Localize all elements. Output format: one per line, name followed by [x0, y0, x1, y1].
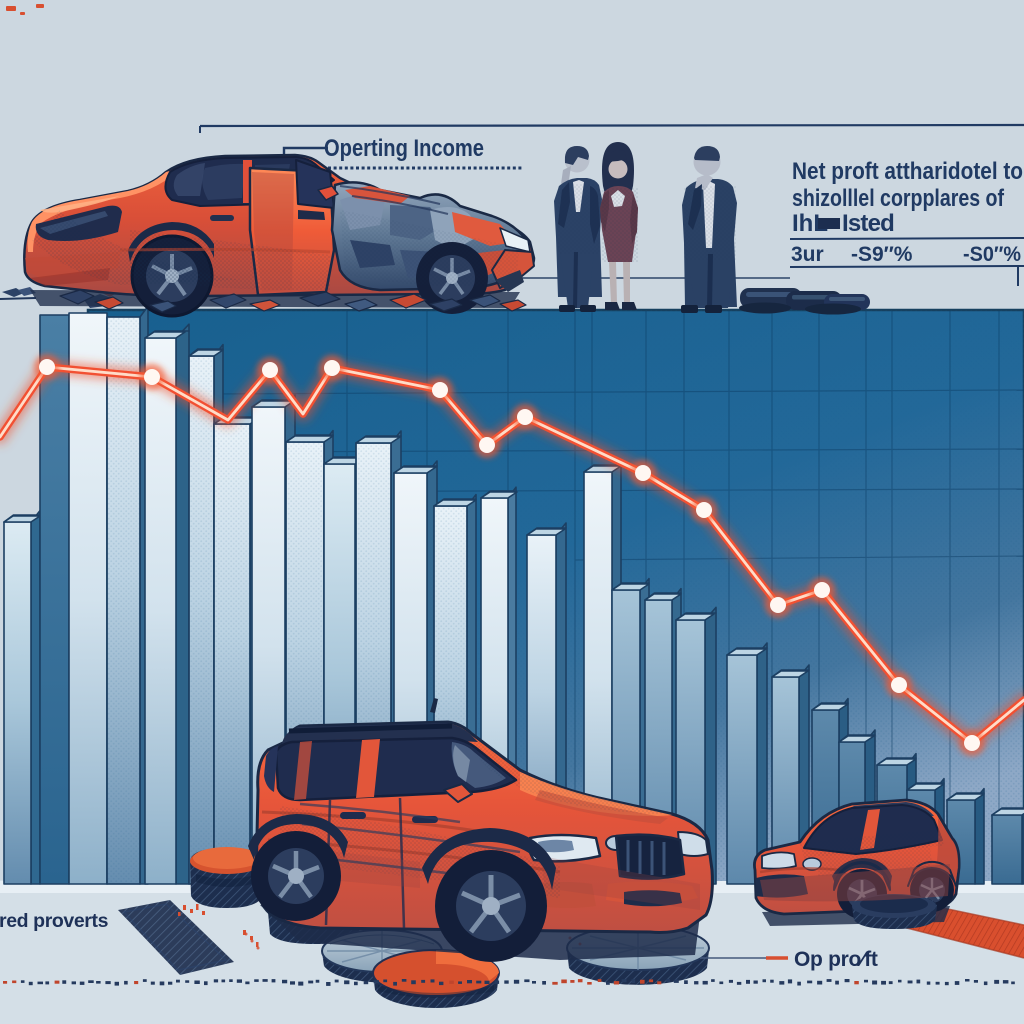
svg-text:Net proft attharidotel to: Net proft attharidotel to [792, 158, 1023, 185]
svg-text:Ired proverts: Ired proverts [0, 910, 109, 932]
svg-text:Isted: Isted [842, 210, 894, 237]
svg-text:Op pro⁄ft: Op pro⁄ft [794, 948, 878, 971]
svg-text:-S0″%: -S0″% [963, 243, 1021, 266]
svg-text:3ur: 3ur [791, 243, 824, 266]
svg-text:-S9′′%: -S9′′% [851, 243, 913, 266]
svg-text:Operting Income: Operting Income [324, 135, 484, 162]
svg-text:shizolllel corpplares of: shizolllel corpplares of [792, 185, 1005, 212]
